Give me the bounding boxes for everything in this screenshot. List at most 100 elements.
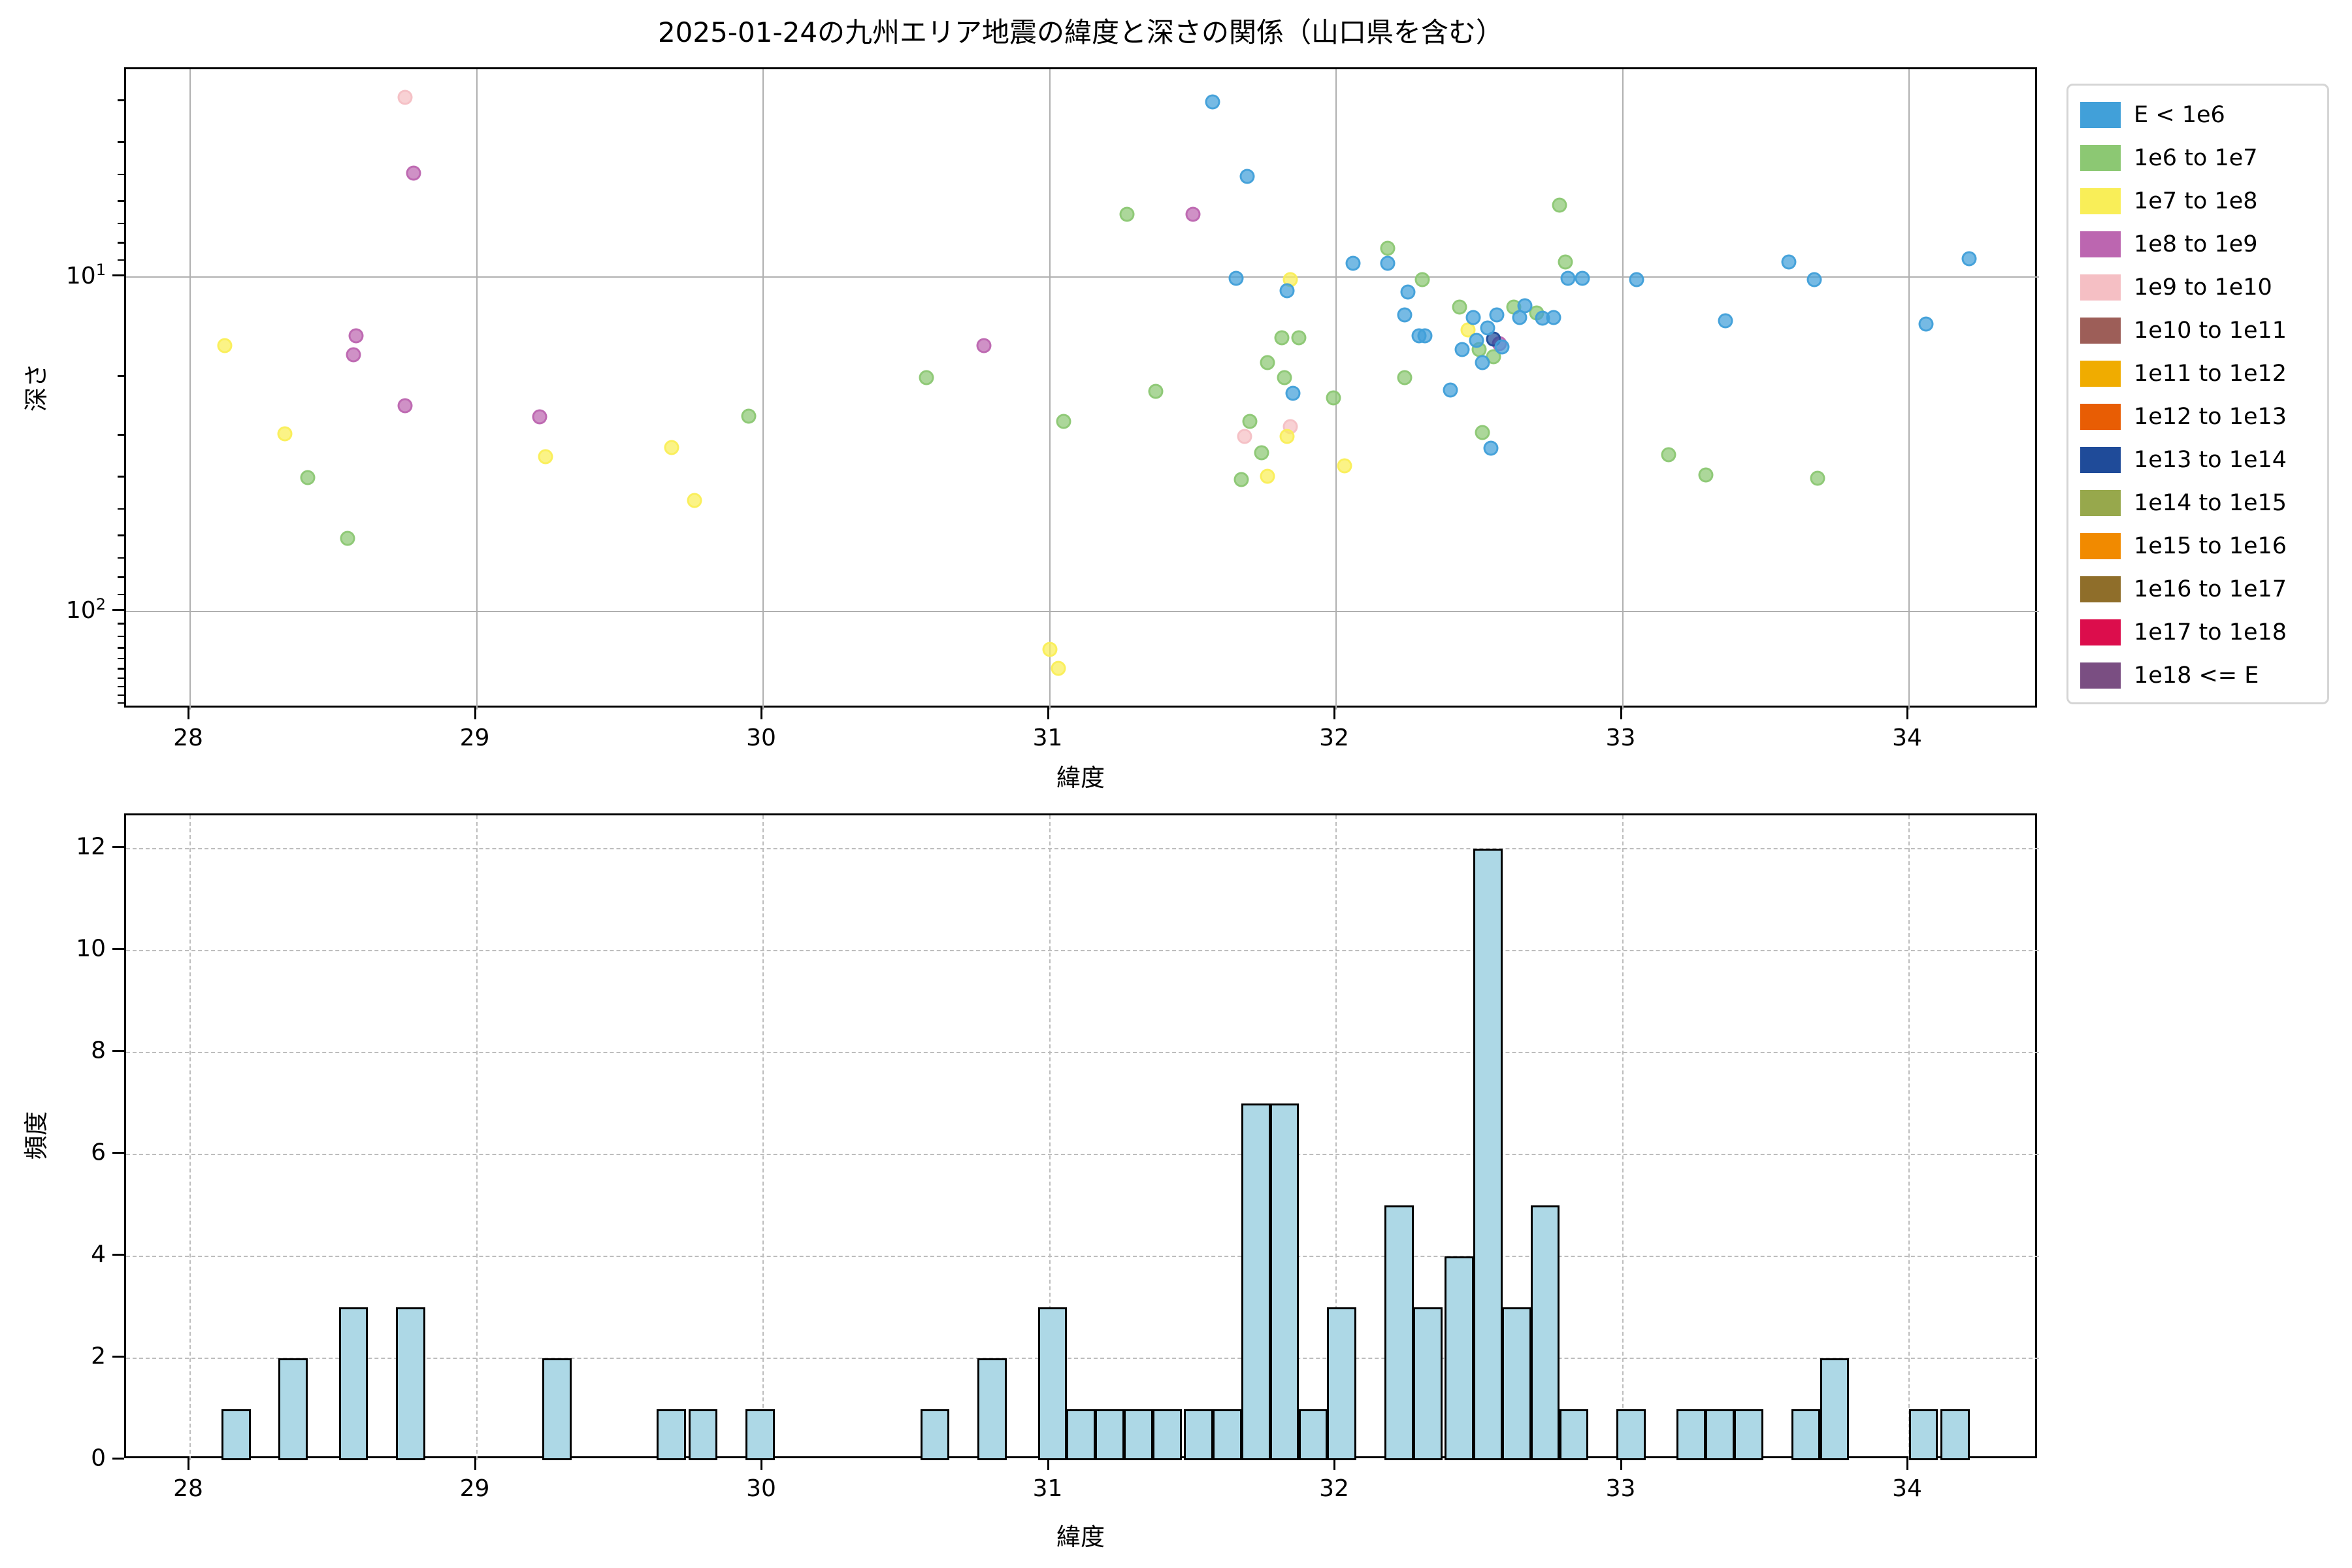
scatter-ylabel: 深さ: [22, 363, 50, 412]
scatter-point: [1475, 425, 1490, 440]
legend-swatch-1e17-to-1e18: [2080, 619, 2121, 645]
scatter-plot-area: [124, 67, 2039, 710]
hist-ytick: [112, 1254, 124, 1256]
scatter-point: [1239, 169, 1255, 184]
scatter-point: [1558, 254, 1573, 270]
scatter-point: [1237, 429, 1252, 444]
hist-bar: [1152, 1409, 1182, 1460]
scatter-point: [406, 165, 421, 181]
scatter-ytick-minor: [118, 685, 124, 688]
hist-bar: [1473, 849, 1503, 1460]
legend-swatch-1e16-to-1e17: [2080, 576, 2121, 602]
scatter-point: [976, 338, 992, 353]
scatter-point: [1414, 272, 1430, 287]
legend-label: 1e12 to 1e13: [2134, 404, 2287, 430]
scatter-ytick-minor: [118, 657, 124, 660]
scatter-ytick-minor: [118, 242, 124, 244]
hist-bar: [745, 1409, 775, 1460]
legend-row: 1e13 to 1e14: [2068, 438, 2327, 482]
scatter-ytick-minor: [118, 677, 124, 679]
scatter-xtick-label: 33: [1605, 725, 1636, 751]
legend-row: E < 1e6: [2068, 93, 2327, 137]
hist-bar: [1384, 1205, 1414, 1460]
legend-row: 1e8 to 1e9: [2068, 223, 2327, 266]
hist-ytick-label: 0: [91, 1445, 106, 1472]
scatter-point: [1291, 330, 1307, 346]
hist-gridline-x: [1049, 815, 1052, 1460]
hist-bar: [1616, 1409, 1646, 1460]
scatter-ytick-label: 101: [65, 261, 106, 289]
scatter-ytick-minor: [118, 476, 124, 478]
scatter-point: [1961, 251, 1977, 267]
hist-bar: [1501, 1307, 1531, 1460]
scatter-point: [1326, 390, 1341, 406]
legend-swatch-e-1e6: [2080, 102, 2121, 128]
hist-ytick-label: 2: [91, 1343, 106, 1370]
hist-bar: [1413, 1307, 1443, 1460]
scatter-point: [1279, 283, 1295, 299]
scatter-point: [1480, 320, 1495, 336]
scatter-ytick-minor: [118, 623, 124, 625]
hist-gridline-y: [126, 1052, 2039, 1054]
scatter-ytick-minor: [118, 375, 124, 377]
scatter-point: [1575, 270, 1590, 286]
figure-title: 2025-01-24の九州エリア地震の緯度と深さの関係（山口県を含む）: [657, 16, 1504, 48]
scatter-point: [1452, 299, 1467, 315]
scatter-point: [1274, 330, 1290, 346]
scatter-gridline-x: [476, 69, 478, 710]
hist-bar: [1908, 1409, 1938, 1460]
hist-xtick-label: 29: [459, 1475, 490, 1502]
scatter-gridline-y: [126, 276, 2039, 278]
legend-row: 1e6 to 1e7: [2068, 137, 2327, 180]
scatter-point: [1380, 255, 1396, 271]
hist-xtick-label: 31: [1032, 1475, 1063, 1502]
scatter-point: [217, 338, 233, 353]
hist-bar: [1298, 1409, 1328, 1460]
scatter-ytick-minor: [118, 141, 124, 143]
scatter-point: [1228, 270, 1244, 286]
hist-ytick-label: 10: [76, 935, 106, 962]
scatter-point: [1698, 467, 1714, 483]
scatter-point: [1517, 298, 1533, 314]
scatter-xtick-label: 31: [1032, 725, 1063, 751]
scatter-xlabel: 緯度: [1056, 764, 1105, 792]
hist-xtick-label: 32: [1319, 1475, 1349, 1502]
hist-bar: [1066, 1409, 1096, 1460]
legend-swatch-1e10-to-1e11: [2080, 318, 2121, 344]
hist-gridline-x: [1622, 815, 1625, 1460]
hist-gridline-y: [126, 848, 2039, 851]
legend-swatch-1e14-to-1e15: [2080, 490, 2121, 516]
hist-ytick-label: 12: [76, 833, 106, 860]
legend-swatch-1e11-to-1e12: [2080, 361, 2121, 387]
scatter-gridline-x: [1049, 69, 1051, 710]
hist-bar: [396, 1307, 425, 1460]
hist-ytick-label: 6: [91, 1139, 106, 1166]
hist-bar: [688, 1409, 718, 1460]
scatter-ytick-minor: [118, 647, 124, 649]
scatter-point: [664, 440, 679, 455]
hist-bar: [1241, 1103, 1271, 1460]
legend-label: 1e7 to 1e8: [2134, 188, 2258, 214]
scatter-point: [1443, 382, 1458, 398]
scatter-ytick-minor: [118, 694, 124, 696]
legend-row: 1e15 to 1e16: [2068, 525, 2327, 568]
scatter-point: [1494, 339, 1510, 355]
scatter-point: [1417, 328, 1433, 344]
scatter-point: [1056, 414, 1071, 429]
scatter-point: [1469, 333, 1484, 348]
legend-row: 1e10 to 1e11: [2068, 309, 2327, 352]
scatter-ytick-minor: [118, 222, 124, 225]
scatter-xtick-label: 32: [1319, 725, 1349, 751]
hist-gridline-x: [1908, 815, 1911, 1460]
legend-label: 1e15 to 1e16: [2134, 533, 2287, 559]
scatter-ytick-minor: [118, 635, 124, 638]
scatter-point: [300, 470, 316, 485]
legend-row: 1e7 to 1e8: [2068, 180, 2327, 223]
scatter-ytick-minor: [118, 434, 124, 436]
scatter-point: [277, 426, 293, 442]
scatter-point: [1277, 370, 1292, 385]
scatter-point: [532, 409, 547, 425]
hist-gridline-y: [126, 1358, 2039, 1360]
scatter-xtick-label: 34: [1892, 725, 1922, 751]
scatter-point: [1285, 385, 1301, 401]
